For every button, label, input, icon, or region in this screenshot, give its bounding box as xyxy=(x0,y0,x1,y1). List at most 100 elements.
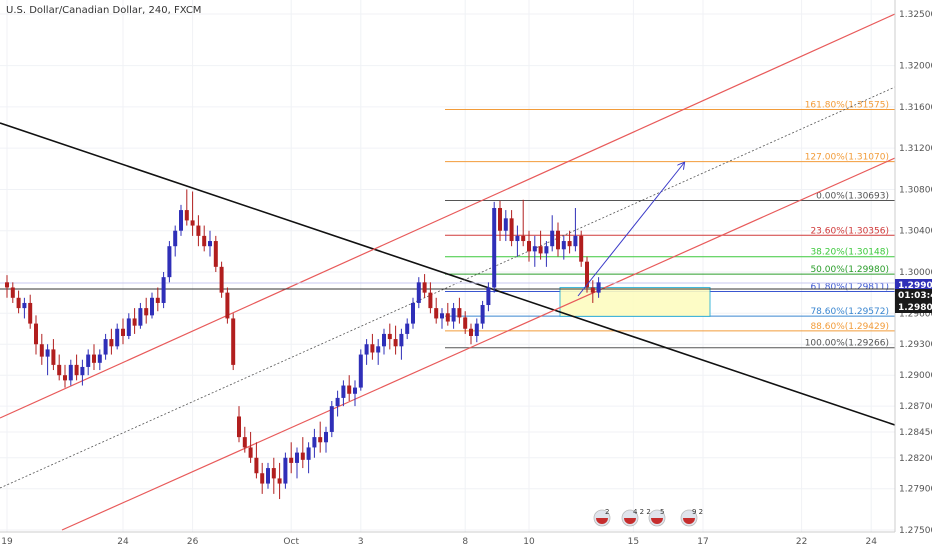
candle-body xyxy=(486,287,491,306)
candle-body xyxy=(68,364,73,381)
candle-body xyxy=(92,354,96,363)
candle-body xyxy=(109,339,114,347)
price-tick-label: 1.30000 xyxy=(899,268,932,278)
candle-body xyxy=(353,387,357,394)
candle-body xyxy=(237,416,241,438)
fib-label: 100.00%(1.29266) xyxy=(805,339,889,349)
candle-body xyxy=(213,241,218,267)
candle-body xyxy=(341,385,346,398)
candle-body xyxy=(179,210,183,231)
candle-body xyxy=(469,328,473,336)
candle-body xyxy=(561,241,566,250)
candle-body xyxy=(521,235,526,242)
candle-body xyxy=(358,354,363,388)
candle-body xyxy=(289,457,294,463)
candle-body xyxy=(538,246,543,254)
flag-icon xyxy=(624,518,636,524)
price-tick-label: 1.31200 xyxy=(899,144,932,154)
candle-body xyxy=(103,339,108,355)
candle-body xyxy=(329,406,334,432)
candle-body xyxy=(590,287,595,293)
candle-body xyxy=(399,333,404,347)
candle-body xyxy=(138,308,143,326)
candle-body xyxy=(544,246,549,254)
flag-icon xyxy=(651,518,663,524)
time-tick-label: 15 xyxy=(628,537,639,547)
candle-body xyxy=(480,305,485,324)
candle-body xyxy=(335,397,340,407)
price-tick-label: 1.29000 xyxy=(899,371,932,381)
price-tick-label: 1.28450 xyxy=(899,428,932,438)
candle-body xyxy=(387,333,392,340)
candle-body xyxy=(173,230,178,247)
candle-body xyxy=(225,292,230,319)
candle-body xyxy=(492,208,497,288)
candle-body xyxy=(57,364,62,376)
channel-midline xyxy=(0,86,896,489)
candle-body xyxy=(585,261,589,288)
candle-body xyxy=(347,385,352,394)
candle-body xyxy=(155,297,160,303)
candle-body xyxy=(422,282,427,293)
candle-body xyxy=(266,468,270,484)
candle-body xyxy=(428,292,433,309)
projection-arrow xyxy=(577,163,684,297)
candle-body xyxy=(306,447,311,460)
event-count: 5 xyxy=(660,508,664,516)
price-tick-label: 1.28700 xyxy=(899,402,932,412)
candle-body xyxy=(150,297,154,316)
price-tag xyxy=(895,279,932,291)
candle-body xyxy=(503,218,508,231)
candle-body xyxy=(382,333,386,347)
candle-body xyxy=(515,235,520,242)
candle-body xyxy=(474,323,479,336)
candle-body xyxy=(260,473,265,484)
price-tick-label: 1.32500 xyxy=(899,10,932,20)
price-tick-label: 1.29600 xyxy=(899,309,932,319)
candle-body xyxy=(167,246,172,278)
price-tag xyxy=(895,301,932,313)
candle-body xyxy=(451,308,456,322)
fib-label: 61.80%(1.29811) xyxy=(810,283,889,293)
fib-label: 78.60%(1.29572) xyxy=(810,307,889,317)
candle-body xyxy=(596,282,601,293)
candle-body xyxy=(132,318,137,326)
candle-body xyxy=(405,323,410,334)
fib-label: 88.60%(1.29429) xyxy=(810,322,889,332)
candle-body xyxy=(126,318,131,336)
fib-label: 38.20%(1.30148) xyxy=(810,248,889,258)
time-tick-label: 26 xyxy=(187,537,199,547)
candle-body xyxy=(121,328,125,336)
candle-body xyxy=(97,354,102,363)
candle-body xyxy=(376,346,381,353)
buy-zone-box xyxy=(559,286,711,317)
channel-upper-line xyxy=(0,13,896,419)
price-axis-bg xyxy=(895,0,932,550)
fib-label: 0.00%(1.30693) xyxy=(816,191,889,201)
annotations xyxy=(577,163,684,297)
time-tick-label: Oct xyxy=(283,537,299,547)
candle-body xyxy=(80,366,85,376)
time-tick-label: 8 xyxy=(462,537,468,547)
candle-body xyxy=(579,235,584,262)
candle-body xyxy=(532,246,537,252)
candle-body xyxy=(39,344,44,357)
candle-body xyxy=(63,375,67,381)
candle-body xyxy=(457,308,462,318)
event-count: 4 2 2 xyxy=(633,508,651,516)
candle-body xyxy=(283,457,288,484)
chart-title: U.S. Dollar/Canadian Dollar, 240, FXCM xyxy=(6,5,201,16)
candle-body xyxy=(86,354,91,367)
candle-body xyxy=(219,266,224,293)
fib-label: 127.00%(1.31070) xyxy=(805,153,889,163)
candle-body xyxy=(567,241,572,247)
price-tick-label: 1.27500 xyxy=(899,526,932,536)
candle-body xyxy=(45,349,50,357)
candle-body xyxy=(295,452,299,463)
time-tick-label: 24 xyxy=(117,537,129,547)
price-tick-label: 1.31600 xyxy=(899,103,932,113)
price-tick-label: 1.30800 xyxy=(899,185,932,195)
